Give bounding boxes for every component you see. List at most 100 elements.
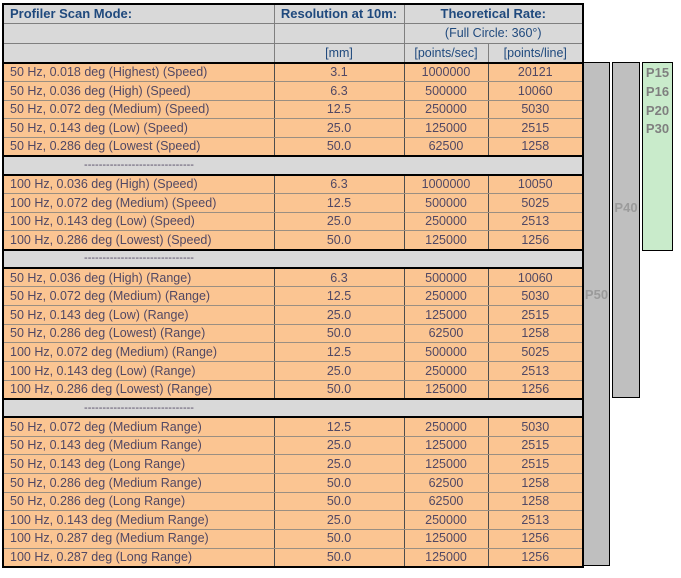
separator-cell <box>274 155 404 176</box>
profiler-scan-table: Profiler Scan Mode: Resolution at 10m: T… <box>2 3 585 568</box>
table-row: 100 Hz, 0.143 deg (Low) (Range) 25.0 25000… <box>2 361 584 381</box>
points-per-sec-cell: 125000 <box>403 435 489 456</box>
points-per-sec-cell: 500000 <box>403 193 489 213</box>
points-per-line-cell: 5025 <box>487 342 584 362</box>
table-row: 100 Hz, 0.072 deg (Medium) (Range) 12.5 50… <box>2 342 584 362</box>
resolution-mm-cell: 25.0 <box>273 305 405 325</box>
resolution-mm-cell: 25.0 <box>273 435 405 456</box>
scan-mode-cell: 100 Hz, 0.286 deg (Lowest) (Range) <box>2 379 275 400</box>
unit-mm: [mm] <box>273 42 405 64</box>
scan-mode-cell: 100 Hz, 0.072 deg (Medium) (Speed) <box>2 193 275 213</box>
points-per-line-cell: 1258 <box>487 472 584 493</box>
unit-points-per-line: [points/line] <box>487 42 584 64</box>
scan-mode-cell: 50 Hz, 0.286 deg (Medium Range) <box>2 472 275 493</box>
scan-mode-cell: 50 Hz, 0.036 deg (High) (Speed) <box>2 81 275 101</box>
header-resolution-at-10m: Resolution at 10m: <box>273 3 405 24</box>
points-per-sec-cell: 125000 <box>403 379 489 400</box>
points-per-line-cell: 1256 <box>487 379 584 400</box>
resolution-mm-cell: 25.0 <box>273 454 405 474</box>
scan-mode-cell: 50 Hz, 0.286 deg (Lowest) (Range) <box>2 323 275 344</box>
scan-mode-cell: 50 Hz, 0.072 deg (Medium) (Speed) <box>2 99 275 120</box>
table-row: 100 Hz, 0.143 deg (Medium Range) 25.0 2500… <box>2 510 584 530</box>
points-per-sec-cell: 500000 <box>403 267 489 288</box>
bar-label-p20: P20 <box>645 102 670 118</box>
separator-cell <box>404 248 488 270</box>
table-row: 100 Hz, 0.287 deg (Long Range) 50.0 125000… <box>2 547 584 568</box>
scan-mode-cell: 50 Hz, 0.018 deg (Highest) (Speed) <box>2 62 275 83</box>
scan-mode-cell: 50 Hz, 0.072 deg (Medium Range) <box>2 416 275 437</box>
scan-mode-cell: 100 Hz, 0.287 deg (Medium Range) <box>2 528 275 549</box>
scan-mode-cell: 50 Hz, 0.036 deg (High) (Range) <box>2 267 275 288</box>
table-row: 50 Hz, 0.286 deg (Medium Range) 50.0 62500… <box>2 472 584 493</box>
points-per-line-cell: 1256 <box>487 547 584 568</box>
points-per-line-cell: 10060 <box>487 267 584 288</box>
points-per-sec-cell: 250000 <box>403 99 489 120</box>
scan-mode-cell: 100 Hz, 0.036 deg (High) (Speed) <box>2 174 275 195</box>
bar-label-p16: P16 <box>645 83 670 99</box>
resolution-mm-cell: 12.5 <box>273 193 405 213</box>
bar-label-p50: P50 <box>584 287 609 302</box>
resolution-mm-cell: 25.0 <box>273 211 405 232</box>
resolution-mm-cell: 12.5 <box>273 416 405 437</box>
table-row: 50 Hz, 0.036 deg (High) (Range) 6.3 500000… <box>2 267 584 288</box>
table-row: 100 Hz, 0.286 deg (Lowest) (Range) 50.0 12… <box>2 379 584 400</box>
separator-cell <box>404 397 488 419</box>
points-per-sec-cell: 250000 <box>403 510 489 530</box>
points-per-sec-cell: 250000 <box>403 361 489 381</box>
points-per-sec-cell: 62500 <box>403 472 489 493</box>
table-body: 50 Hz, 0.018 deg (Highest) (Speed) 3.1 100… <box>2 62 584 568</box>
separator-cell <box>274 397 404 419</box>
points-per-line-cell: 2515 <box>487 454 584 474</box>
points-per-line-cell: 5030 <box>487 416 584 437</box>
resolution-mm-cell: 50.0 <box>273 472 405 493</box>
header-row-units: [mm] [points/sec] [points/line] <box>2 42 584 64</box>
table-row: 50 Hz, 0.072 deg (Medium Range) 12.5 25000… <box>2 416 584 437</box>
points-per-line-cell: 1256 <box>487 528 584 549</box>
separator-dashes: ------------------------------ <box>3 155 274 176</box>
resolution-mm-cell: 12.5 <box>273 342 405 362</box>
scan-mode-cell: 100 Hz, 0.072 deg (Medium) (Range) <box>2 342 275 362</box>
header-empty-cell <box>273 22 405 44</box>
scan-mode-cell: 50 Hz, 0.143 deg (Medium Range) <box>2 435 275 456</box>
header-theoretical-rate: Theoretical Rate: <box>403 3 584 24</box>
overlay-bar-p40: P40 <box>612 62 640 398</box>
resolution-mm-cell: 6.3 <box>273 174 405 195</box>
points-per-sec-cell: 500000 <box>403 342 489 362</box>
table-row: 50 Hz, 0.036 deg (High) (Speed) 6.3 500000… <box>2 81 584 101</box>
unit-points-per-sec: [points/sec] <box>403 42 489 64</box>
scan-mode-cell: 100 Hz, 0.143 deg (Medium Range) <box>2 510 275 530</box>
table-row: 100 Hz, 0.286 deg (Lowest) (Speed) 50.0 12… <box>2 230 584 251</box>
scan-mode-cell: 50 Hz, 0.072 deg (Medium) (Range) <box>2 286 275 307</box>
resolution-mm-cell: 6.3 <box>273 81 405 101</box>
resolution-mm-cell: 50.0 <box>273 379 405 400</box>
table-row: 100 Hz, 0.036 deg (High) (Speed) 6.3 10000… <box>2 174 584 195</box>
resolution-mm-cell: 6.3 <box>273 267 405 288</box>
resolution-mm-cell: 12.5 <box>273 99 405 120</box>
points-per-sec-cell: 250000 <box>403 416 489 437</box>
points-per-line-cell: 10050 <box>487 174 584 195</box>
points-per-line-cell: 5025 <box>487 193 584 213</box>
points-per-line-cell: 1258 <box>487 323 584 344</box>
points-per-sec-cell: 500000 <box>403 81 489 101</box>
points-per-line-cell: 2515 <box>487 305 584 325</box>
resolution-mm-cell: 50.0 <box>273 491 405 512</box>
resolution-mm-cell: 50.0 <box>273 528 405 549</box>
scan-mode-cell: 50 Hz, 0.286 deg (Lowest (Speed) <box>2 137 275 157</box>
header-row-titles: Profiler Scan Mode: Resolution at 10m: T… <box>2 3 584 24</box>
resolution-mm-cell: 25.0 <box>273 510 405 530</box>
points-per-line-cell: 5030 <box>487 99 584 120</box>
separator-cell <box>488 155 584 176</box>
points-per-line-cell: 2515 <box>487 435 584 456</box>
points-per-sec-cell: 1000000 <box>403 62 489 83</box>
scan-mode-cell: 100 Hz, 0.143 deg (Low) (Range) <box>2 361 275 381</box>
points-per-sec-cell: 125000 <box>403 230 489 251</box>
separator-cell <box>274 248 404 270</box>
points-per-sec-cell: 62500 <box>403 137 489 157</box>
points-per-sec-cell: 62500 <box>403 491 489 512</box>
points-per-sec-cell: 125000 <box>403 547 489 568</box>
resolution-mm-cell: 50.0 <box>273 547 405 568</box>
points-per-line-cell: 2513 <box>487 361 584 381</box>
points-per-line-cell: 2513 <box>487 211 584 232</box>
overlay-bar-green: P15 P16 P20 P30 <box>642 62 673 251</box>
